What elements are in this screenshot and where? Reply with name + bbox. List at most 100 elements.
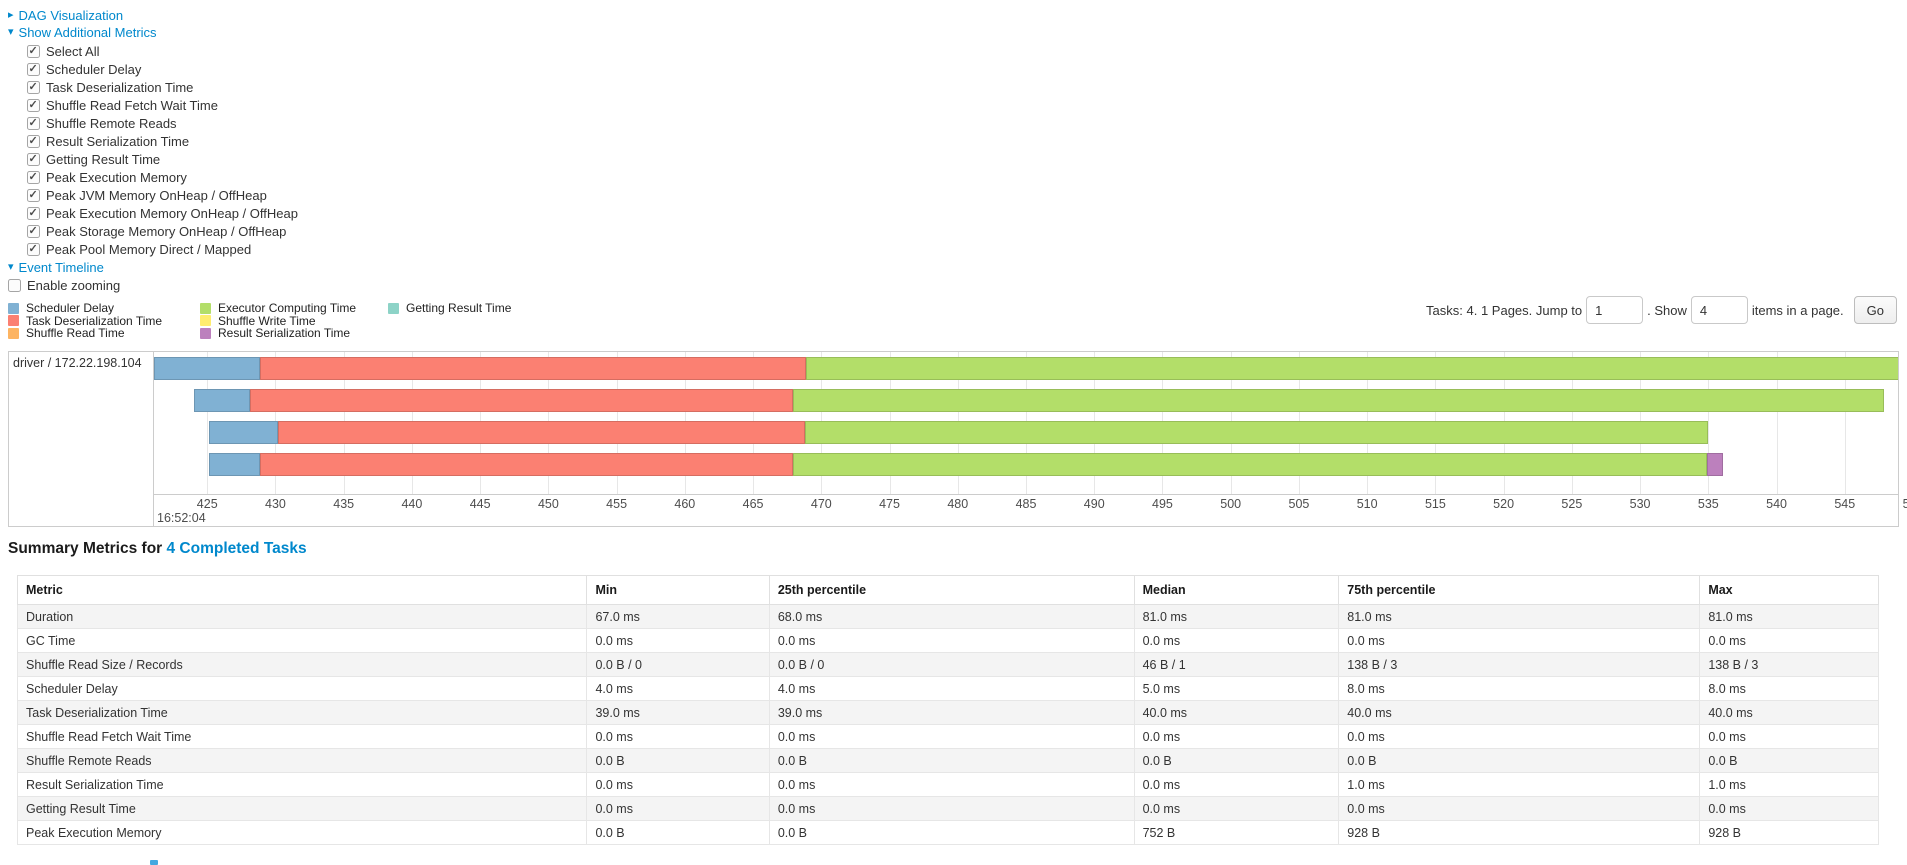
- metric-checkbox[interactable]: [27, 206, 40, 220]
- legend-item-label: Getting Result Time: [406, 301, 512, 316]
- summary-metrics-table: Metric Min 25th percentile Median 75th perce…: [16, 575, 1879, 845]
- metric-checkbox-row[interactable]: Peak Execution Memory: [27, 168, 1907, 186]
- metric-checkbox-row[interactable]: Select All: [27, 42, 1907, 60]
- table-column-header: Metric: [16, 575, 588, 605]
- metric-checkbox-row[interactable]: Task Deserialization Time: [27, 78, 1907, 96]
- table-row: Shuffle Read Size / Records 0.0 B / 0 0.0 …: [16, 652, 1879, 677]
- metric-value-cell: 4.0 ms: [586, 676, 770, 701]
- metric-checkbox-label: Shuffle Remote Reads: [46, 115, 177, 131]
- metric-checkbox-label: Peak Execution Memory OnHeap / OffHeap: [46, 205, 298, 221]
- metric-checkbox-label: Task Deserialization Time: [46, 79, 194, 95]
- event-timeline-toggle[interactable]: ▾ Event Timeline: [8, 259, 1907, 276]
- task-bar: [154, 389, 1898, 412]
- executor-column: driver / 172.22.198.104: [9, 352, 154, 526]
- metric-checkbox-row[interactable]: Peak Storage Memory OnHeap / OffHeap: [27, 222, 1907, 240]
- completed-tasks-link[interactable]: 4 Completed Tasks: [166, 540, 307, 557]
- axis-tick-label: 550: [1902, 497, 1907, 511]
- axis-tick-label: 430: [265, 497, 286, 511]
- task-bar-segment-scheduler_delay[interactable]: [193, 389, 250, 412]
- metric-checkbox[interactable]: [27, 224, 40, 238]
- axis-tick-label: 470: [810, 497, 832, 511]
- dag-visualization-toggle[interactable]: ▸ DAG Visualization: [8, 7, 1907, 24]
- axis-tick-label: 540: [1766, 497, 1787, 511]
- metric-checkbox[interactable]: [27, 152, 40, 166]
- metric-value-cell: 67.0 ms: [586, 604, 770, 629]
- legend-item-label: Shuffle Read Time: [26, 326, 125, 341]
- metric-checkbox-row[interactable]: Getting Result Time: [27, 150, 1907, 168]
- task-bar-segment-scheduler_delay[interactable]: [208, 453, 261, 476]
- table-column-header: Median: [1133, 575, 1340, 605]
- axis-tick-label: 475: [879, 497, 900, 511]
- axis-tick-label: 455: [606, 497, 628, 511]
- legend-item-label: Task Deserialization Time: [26, 313, 163, 328]
- legend-swatch-icon: [8, 302, 19, 314]
- table-row: Scheduler Delay 4.0 ms 4.0 ms 5.0 ms 8.0 ms 8…: [16, 676, 1879, 701]
- legend-column: Scheduler Delay Task Deserialization Time…: [8, 301, 200, 341]
- metric-value-cell: 752 B: [1133, 820, 1340, 845]
- task-bar-segment-result_serialization[interactable]: [1706, 453, 1724, 476]
- metric-value-cell: 0.0 ms: [1699, 628, 1879, 653]
- timeline-gridline: [1708, 352, 1710, 494]
- table-row: Getting Result Time 0.0 ms 0.0 ms 0.0 ms 0.0…: [16, 796, 1879, 821]
- metric-value-cell: 40.0 ms: [1338, 700, 1701, 725]
- metric-checkbox[interactable]: [27, 116, 40, 130]
- metric-checkbox-row[interactable]: Peak JVM Memory OnHeap / OffHeap: [27, 186, 1907, 204]
- task-bar-segment-scheduler_delay[interactable]: [208, 421, 279, 444]
- metric-name-cell: Task Deserialization Time: [16, 700, 588, 725]
- metric-checkbox[interactable]: [27, 98, 40, 112]
- axis-tick-label: 520: [1493, 497, 1515, 511]
- task-pagination: Tasks: 4. 1 Pages. Jump to . Show items …: [1422, 296, 1897, 324]
- table-column-header: Min: [586, 575, 770, 605]
- metric-checkbox[interactable]: [27, 242, 40, 256]
- metric-checkbox[interactable]: [27, 170, 40, 184]
- legend-item: Executor Computing Time: [200, 301, 388, 315]
- metric-value-cell: 0.0 ms: [586, 724, 770, 749]
- task-bar-segment-task_deserialization[interactable]: [278, 421, 805, 444]
- task-bar-segment-task_deserialization[interactable]: [260, 453, 793, 476]
- legend-item-label: Scheduler Delay: [26, 301, 115, 316]
- go-button[interactable]: Go: [1853, 296, 1897, 324]
- axis-tick-label: 515: [1424, 497, 1446, 511]
- table-row: GC Time 0.0 ms 0.0 ms 0.0 ms 0.0 ms 0.0 ms: [16, 628, 1879, 653]
- task-bar-segment-task_deserialization[interactable]: [260, 357, 807, 380]
- metric-name-cell: Getting Result Time: [16, 796, 588, 821]
- metric-value-cell: 138 B / 3: [1699, 652, 1879, 677]
- metric-value-cell: 1.0 ms: [1699, 772, 1879, 797]
- page-size-input[interactable]: [1690, 296, 1748, 324]
- metric-value-cell: 68.0 ms: [768, 604, 1135, 629]
- metric-value-cell: 0.0 B: [1699, 748, 1879, 773]
- show-additional-metrics-label: Show Additional Metrics: [18, 25, 157, 40]
- metric-value-cell: 0.0 B / 0: [586, 652, 770, 677]
- show-additional-metrics-toggle[interactable]: ▾ Show Additional Metrics: [8, 24, 1907, 41]
- metric-checkbox-row[interactable]: Shuffle Remote Reads: [27, 114, 1907, 132]
- metric-checkbox[interactable]: [27, 62, 40, 76]
- metric-name-cell: Shuffle Read Fetch Wait Time: [16, 724, 588, 749]
- task-bar: [154, 421, 1898, 444]
- metric-checkbox[interactable]: [27, 44, 40, 58]
- task-bar-segment-executor_computing[interactable]: [806, 357, 1898, 380]
- metric-checkbox-label: Select All: [46, 43, 100, 59]
- task-bar-segment-executor_computing[interactable]: [804, 421, 1709, 444]
- metric-value-cell: 8.0 ms: [1338, 676, 1701, 701]
- task-bar-segment-task_deserialization[interactable]: [249, 389, 793, 412]
- metric-checkbox[interactable]: [27, 188, 40, 202]
- task-bar-segment-executor_computing[interactable]: [792, 453, 1707, 476]
- metric-checkbox[interactable]: [27, 80, 40, 94]
- enable-zooming-row[interactable]: Enable zooming: [8, 276, 1907, 294]
- metric-checkbox-row[interactable]: Result Serialization Time: [27, 132, 1907, 150]
- task-bar-segment-executor_computing[interactable]: [792, 389, 1885, 412]
- metric-checkbox-row[interactable]: Peak Execution Memory OnHeap / OffHeap: [27, 204, 1907, 222]
- axis-tick-label: 460: [674, 497, 696, 511]
- task-bar-segment-scheduler_delay[interactable]: [154, 357, 261, 380]
- metric-checkbox-label: Scheduler Delay: [46, 61, 142, 77]
- metric-checkbox-row[interactable]: Scheduler Delay: [27, 60, 1907, 78]
- metric-checkbox-row[interactable]: Shuffle Read Fetch Wait Time: [27, 96, 1907, 114]
- metric-checkbox-row[interactable]: Peak Pool Memory Direct / Mapped: [27, 240, 1907, 258]
- enable-zooming-checkbox[interactable]: [8, 278, 21, 292]
- metric-name-cell: Duration: [16, 604, 588, 629]
- table-row: Peak Execution Memory 0.0 B 0.0 B 752 B 928 …: [16, 820, 1879, 845]
- metric-value-cell: 0.0 B / 0: [768, 652, 1135, 677]
- metric-checkbox[interactable]: [27, 134, 40, 148]
- jump-to-page-input[interactable]: [1586, 296, 1644, 324]
- metric-value-cell: 0.0 B: [768, 748, 1135, 773]
